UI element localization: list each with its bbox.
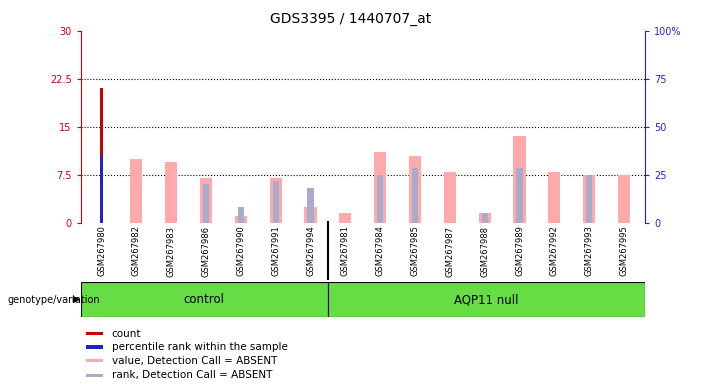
Bar <box>586 175 592 223</box>
Text: AQP11 null: AQP11 null <box>454 293 519 306</box>
Bar <box>86 374 103 377</box>
Bar <box>479 213 491 223</box>
Bar <box>273 181 279 223</box>
Text: GSM267982: GSM267982 <box>132 225 141 276</box>
Text: GSM267983: GSM267983 <box>167 225 176 276</box>
Bar <box>304 207 317 223</box>
Bar <box>130 159 142 223</box>
Bar <box>412 168 418 223</box>
Text: GSM267991: GSM267991 <box>271 225 280 276</box>
Text: GSM267992: GSM267992 <box>550 225 559 276</box>
Bar <box>86 345 103 349</box>
Bar <box>86 332 103 336</box>
Text: GDS3395 / 1440707_at: GDS3395 / 1440707_at <box>270 12 431 25</box>
Bar <box>270 178 282 223</box>
Text: GSM267987: GSM267987 <box>445 225 454 276</box>
Text: percentile rank within the sample: percentile rank within the sample <box>111 342 287 352</box>
Text: control: control <box>184 293 225 306</box>
Bar <box>86 359 103 362</box>
Bar <box>100 156 102 223</box>
Text: GSM267980: GSM267980 <box>97 225 106 276</box>
Text: GSM267989: GSM267989 <box>515 225 524 276</box>
Text: GSM267994: GSM267994 <box>306 225 315 276</box>
Bar <box>307 187 313 223</box>
Bar <box>100 88 103 223</box>
Text: GSM267984: GSM267984 <box>376 225 385 276</box>
Text: rank, Detection Call = ABSENT: rank, Detection Call = ABSENT <box>111 371 272 381</box>
Bar <box>548 172 560 223</box>
Bar <box>374 152 386 223</box>
Bar <box>81 282 328 317</box>
Text: GSM267995: GSM267995 <box>620 225 629 276</box>
Bar <box>583 175 595 223</box>
Text: GSM267981: GSM267981 <box>341 225 350 276</box>
Text: count: count <box>111 329 141 339</box>
Bar <box>328 282 645 317</box>
Bar <box>377 175 383 223</box>
Bar <box>200 178 212 223</box>
Bar <box>482 213 488 223</box>
Text: GSM267985: GSM267985 <box>411 225 419 276</box>
Bar <box>513 136 526 223</box>
Text: GSM267986: GSM267986 <box>201 225 210 276</box>
Text: GSM267990: GSM267990 <box>236 225 245 276</box>
Bar <box>618 175 630 223</box>
Text: genotype/variation: genotype/variation <box>7 295 100 305</box>
Bar <box>203 184 209 223</box>
Bar <box>409 156 421 223</box>
Bar <box>339 213 351 223</box>
Bar <box>517 168 523 223</box>
Bar <box>238 207 244 223</box>
Bar <box>444 172 456 223</box>
Text: GSM267993: GSM267993 <box>585 225 594 276</box>
Bar <box>165 162 177 223</box>
Bar <box>235 216 247 223</box>
Text: value, Detection Call = ABSENT: value, Detection Call = ABSENT <box>111 356 277 366</box>
Text: GSM267988: GSM267988 <box>480 225 489 276</box>
